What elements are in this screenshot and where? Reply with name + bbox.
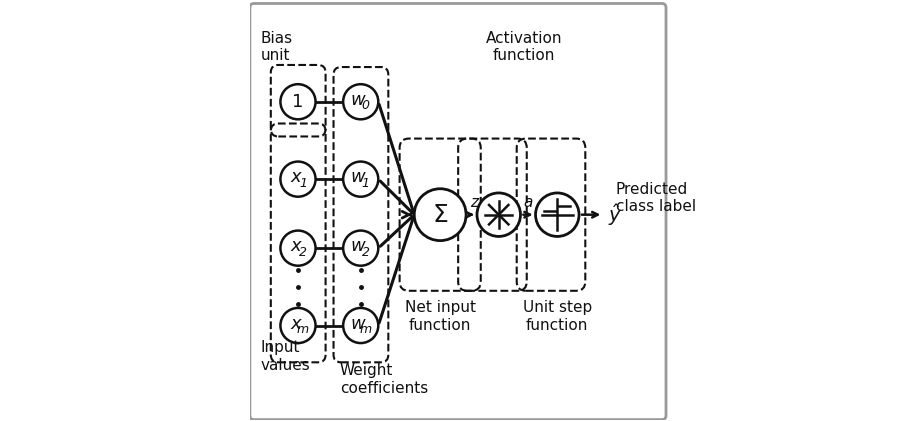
Text: x: x [290,315,301,333]
Text: 2: 2 [362,246,370,259]
Circle shape [343,162,378,197]
Text: Σ: Σ [432,203,448,226]
Text: m: m [360,323,372,336]
Text: Net input
function: Net input function [405,301,476,333]
Text: w: w [351,168,365,187]
Text: Activation
function: Activation function [486,31,562,63]
Text: w: w [351,91,365,109]
Text: m: m [297,323,309,336]
Circle shape [343,231,378,266]
Text: 2: 2 [299,246,307,259]
Circle shape [477,193,521,237]
Text: 1: 1 [292,93,304,111]
Text: Weight
coefficients: Weight coefficients [340,363,428,396]
Circle shape [343,308,378,343]
Text: Unit step
function: Unit step function [522,301,592,333]
Circle shape [280,84,316,119]
Circle shape [343,84,378,119]
Text: 1: 1 [362,177,370,190]
Circle shape [280,231,316,266]
Text: Bias
unit: Bias unit [261,31,293,63]
Text: 0: 0 [362,99,370,112]
Text: a: a [523,195,532,210]
Circle shape [280,162,316,197]
Text: Input
values: Input values [261,340,310,373]
Text: x: x [290,168,301,187]
Text: $\hat{y}$: $\hat{y}$ [609,202,622,228]
Text: w: w [351,315,365,333]
Circle shape [280,308,316,343]
Circle shape [535,193,579,237]
Circle shape [414,189,466,241]
Text: w: w [351,237,365,256]
Text: x: x [290,237,301,256]
Text: z: z [470,195,477,210]
Text: 1: 1 [299,177,307,190]
Text: Predicted
class label: Predicted class label [616,182,696,214]
